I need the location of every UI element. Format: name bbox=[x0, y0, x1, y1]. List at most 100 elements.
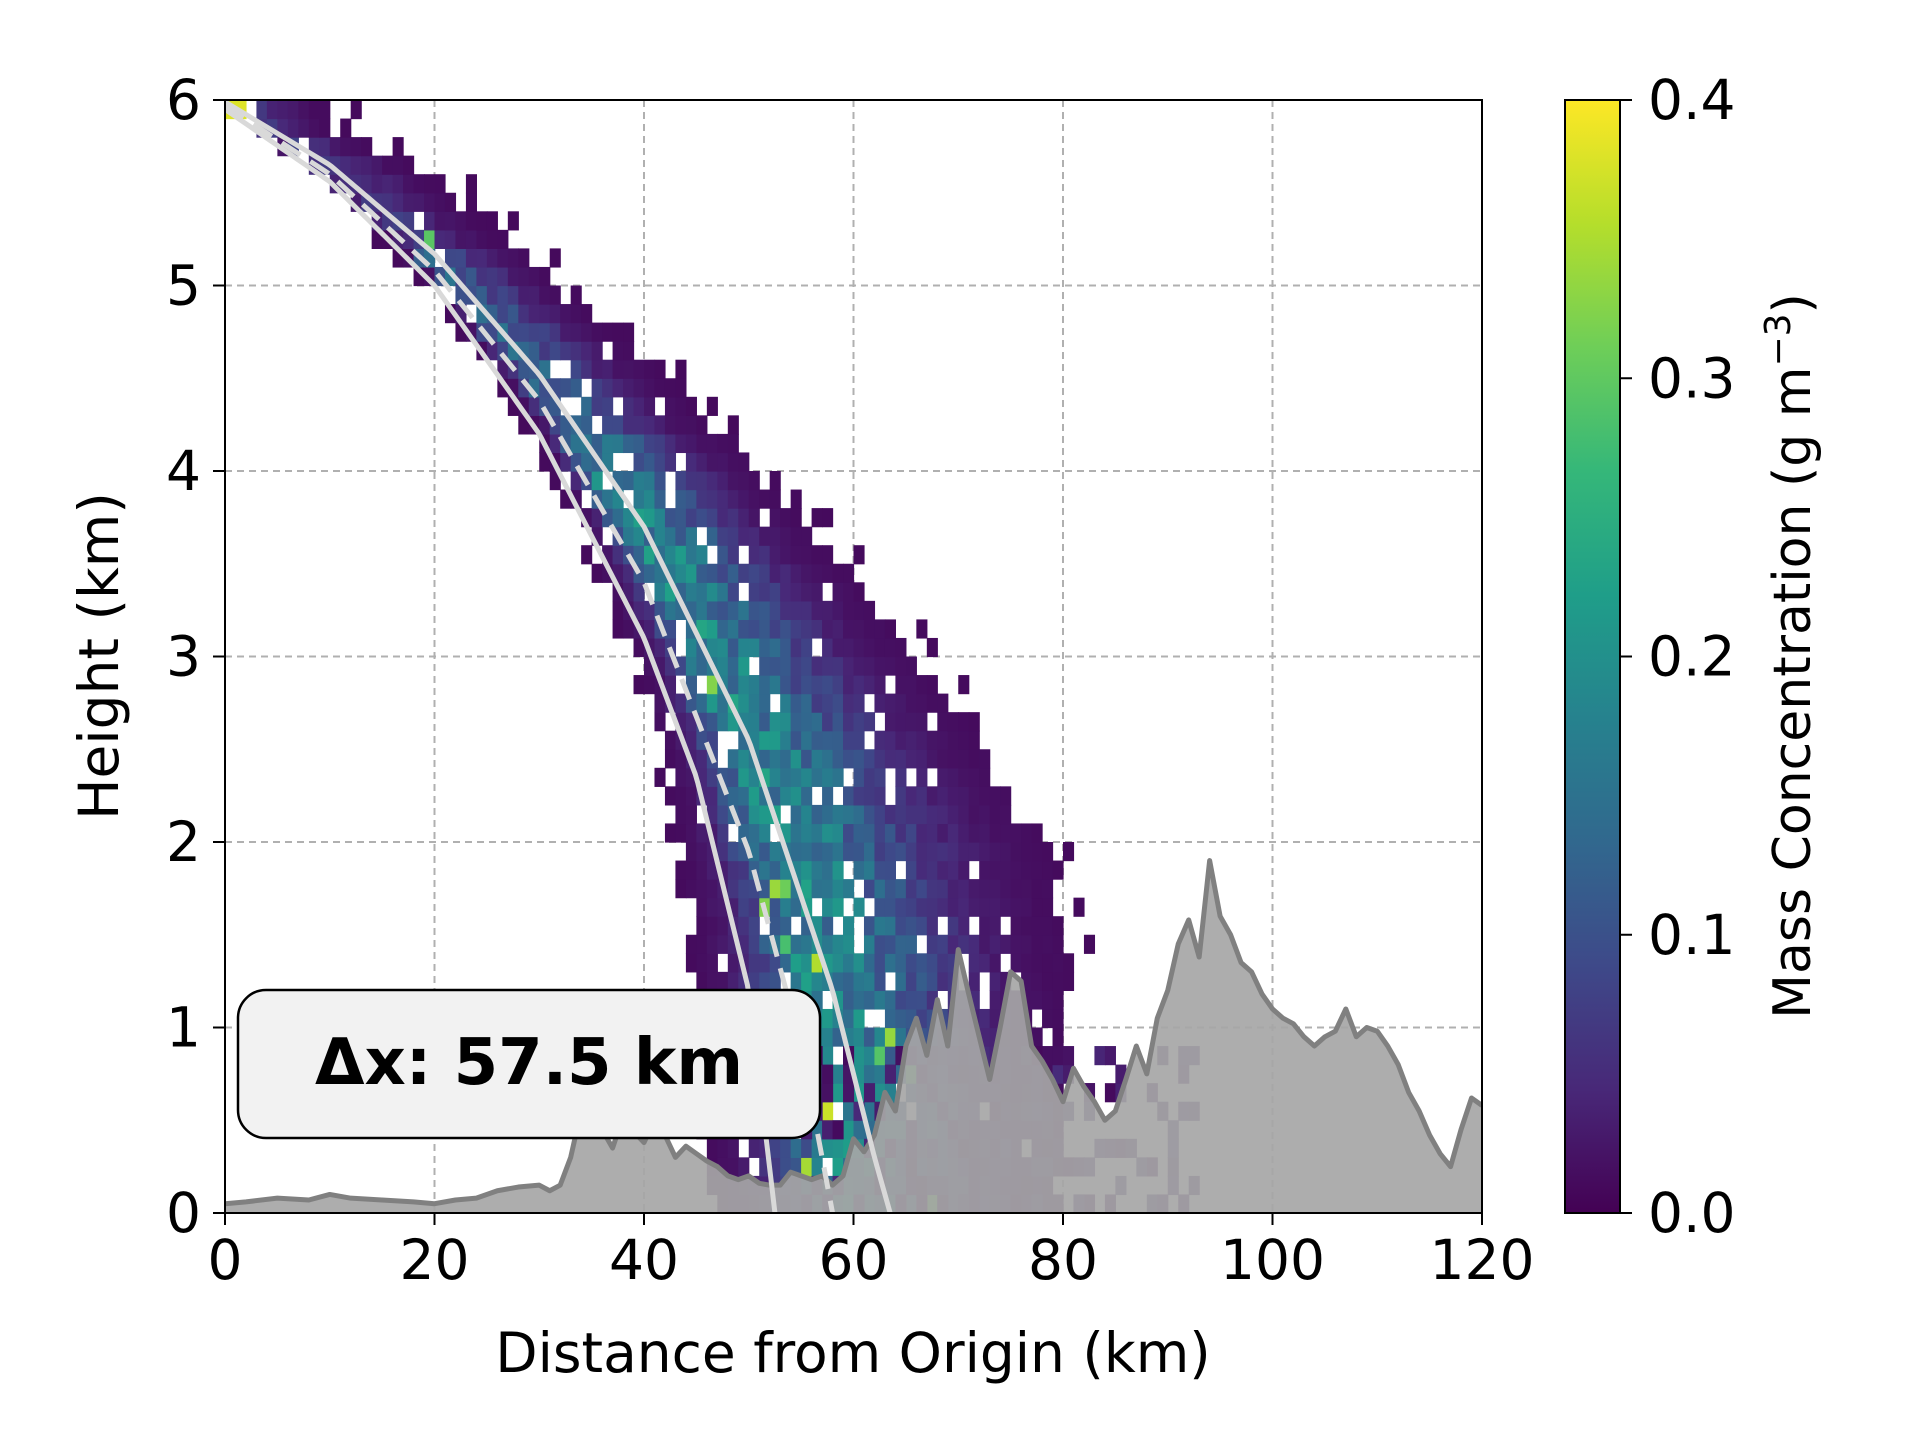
heat-cell bbox=[738, 600, 750, 620]
heat-cell bbox=[706, 971, 718, 991]
heat-cell bbox=[811, 675, 823, 695]
heat-cell bbox=[696, 545, 708, 565]
heat-cell bbox=[947, 804, 959, 825]
heat-cell bbox=[706, 582, 718, 602]
heat-cell bbox=[591, 508, 603, 528]
heat-cell bbox=[486, 304, 498, 324]
heat-cell bbox=[853, 730, 865, 750]
heat-cell bbox=[884, 693, 896, 713]
heat-cell bbox=[696, 619, 708, 639]
x-tick-label: 20 bbox=[400, 1228, 470, 1292]
heat-cell bbox=[790, 619, 802, 639]
heat-cell bbox=[612, 341, 624, 361]
heat-cell bbox=[424, 248, 436, 268]
heat-cell bbox=[968, 971, 980, 991]
heat-cell bbox=[748, 471, 760, 491]
heat-cell bbox=[612, 322, 624, 342]
heat-cell bbox=[1094, 1046, 1106, 1066]
heat-cell bbox=[979, 879, 991, 899]
heat-cell bbox=[633, 471, 645, 491]
heat-cell bbox=[790, 582, 802, 602]
heat-cell bbox=[801, 582, 813, 602]
heat-cell bbox=[769, 767, 781, 787]
heat-cell bbox=[717, 693, 729, 713]
heat-cell bbox=[486, 248, 498, 268]
heat-cell bbox=[455, 285, 467, 305]
heat-cell bbox=[874, 786, 886, 806]
heat-cell bbox=[905, 730, 917, 750]
heat-cell bbox=[685, 563, 697, 583]
heat-cell bbox=[748, 526, 760, 546]
heat-cell bbox=[832, 1138, 844, 1158]
heat-cell bbox=[727, 415, 739, 435]
heat-cell bbox=[843, 656, 855, 676]
heat-cell bbox=[780, 508, 792, 528]
heat-cell bbox=[769, 563, 781, 583]
heat-cell bbox=[832, 897, 844, 917]
heat-cell bbox=[790, 489, 802, 509]
heat-cell bbox=[780, 897, 792, 917]
heat-cell bbox=[486, 322, 498, 342]
heat-cell bbox=[287, 100, 299, 101]
heat-cell bbox=[654, 767, 666, 787]
heat-cell bbox=[874, 934, 886, 954]
heat-cell bbox=[444, 248, 457, 268]
heat-cell bbox=[424, 211, 436, 231]
heat-cell bbox=[319, 137, 331, 157]
heat-cell bbox=[863, 600, 876, 620]
heat-cell bbox=[654, 415, 666, 435]
heat-cell bbox=[968, 934, 980, 954]
heat-cell bbox=[832, 600, 844, 620]
heat-cell bbox=[444, 192, 457, 212]
heat-cell bbox=[518, 415, 530, 435]
heat-cell bbox=[539, 452, 551, 472]
heat-cell bbox=[465, 192, 477, 212]
heat-cell bbox=[863, 842, 876, 862]
heat-cell bbox=[654, 526, 666, 546]
heat-cell bbox=[1010, 879, 1022, 899]
heat-cell bbox=[560, 341, 572, 361]
heat-cell bbox=[822, 693, 834, 713]
heat-cell bbox=[465, 229, 477, 249]
heat-cell bbox=[685, 860, 697, 880]
heat-cell bbox=[685, 675, 697, 695]
heat-cell bbox=[759, 860, 771, 880]
heat-cell bbox=[895, 749, 907, 769]
heat-cell bbox=[644, 471, 656, 491]
heat-cell bbox=[696, 879, 708, 899]
heat-cell bbox=[685, 452, 697, 472]
heat-cell bbox=[1021, 823, 1033, 843]
heat-cell bbox=[727, 526, 739, 546]
heat-cell bbox=[664, 452, 677, 472]
heat-cell bbox=[759, 675, 771, 695]
heat-cell bbox=[759, 786, 771, 806]
heat-cell bbox=[570, 285, 582, 305]
heat-cell bbox=[727, 879, 739, 899]
heat-cell bbox=[968, 953, 980, 973]
heat-cell bbox=[1031, 1027, 1043, 1047]
heat-cell bbox=[853, 582, 865, 602]
heat-cell bbox=[717, 656, 729, 676]
heat-cell bbox=[895, 971, 907, 991]
heat-cell bbox=[455, 304, 467, 324]
heat-cell bbox=[1104, 1046, 1116, 1066]
heat-cell bbox=[392, 137, 404, 157]
heat-cell bbox=[853, 1064, 865, 1084]
heat-cell bbox=[685, 934, 697, 954]
y-tick-label: 6 bbox=[166, 68, 201, 132]
heat-cell bbox=[895, 842, 907, 862]
heat-cell bbox=[685, 415, 697, 435]
heat-cell bbox=[937, 934, 949, 954]
heat-cell bbox=[518, 378, 530, 398]
heat-cell bbox=[989, 823, 1001, 843]
fall-curves bbox=[225, 100, 893, 1213]
heat-cell bbox=[780, 619, 792, 639]
heat-cell bbox=[717, 619, 729, 639]
heat-cell bbox=[623, 322, 635, 342]
heat-cell bbox=[1010, 860, 1022, 880]
heat-cell bbox=[675, 582, 687, 602]
heat-cell bbox=[926, 693, 938, 713]
heat-cell bbox=[465, 248, 477, 268]
heat-cell bbox=[403, 211, 415, 231]
heat-cell bbox=[1021, 953, 1033, 973]
